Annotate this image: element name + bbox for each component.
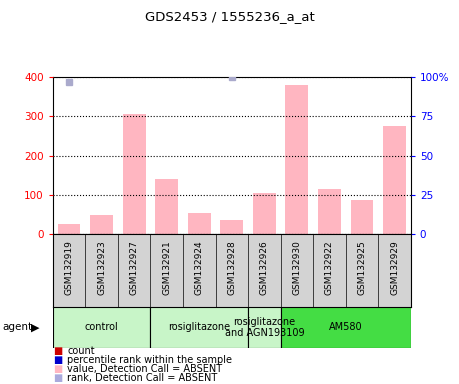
Text: percentile rank within the sample: percentile rank within the sample bbox=[67, 355, 232, 365]
Text: ■: ■ bbox=[53, 364, 62, 374]
Bar bbox=[188, 213, 211, 234]
Text: ▶: ▶ bbox=[31, 322, 40, 333]
Text: GSM132925: GSM132925 bbox=[358, 240, 366, 295]
Text: GSM132922: GSM132922 bbox=[325, 240, 334, 295]
Text: value, Detection Call = ABSENT: value, Detection Call = ABSENT bbox=[67, 364, 223, 374]
Bar bbox=[253, 193, 276, 234]
Text: rank, Detection Call = ABSENT: rank, Detection Call = ABSENT bbox=[67, 373, 218, 383]
Text: count: count bbox=[67, 346, 95, 356]
Text: GDS2453 / 1555236_a_at: GDS2453 / 1555236_a_at bbox=[145, 10, 314, 23]
Text: rosiglitazone: rosiglitazone bbox=[168, 322, 230, 333]
Bar bbox=[155, 179, 178, 234]
Text: GSM132929: GSM132929 bbox=[390, 240, 399, 295]
Text: AM580: AM580 bbox=[329, 322, 363, 333]
Bar bbox=[285, 84, 308, 234]
Text: GSM132921: GSM132921 bbox=[162, 240, 171, 295]
Bar bbox=[351, 200, 373, 234]
Bar bbox=[58, 224, 80, 234]
Text: agent: agent bbox=[2, 322, 33, 333]
Bar bbox=[220, 220, 243, 234]
Text: GSM132919: GSM132919 bbox=[65, 240, 73, 295]
Text: GSM132926: GSM132926 bbox=[260, 240, 269, 295]
Text: ■: ■ bbox=[53, 355, 62, 365]
Text: GSM132928: GSM132928 bbox=[227, 240, 236, 295]
Bar bbox=[123, 114, 146, 234]
Text: ■: ■ bbox=[53, 373, 62, 383]
Bar bbox=[53, 307, 151, 348]
Bar bbox=[151, 307, 248, 348]
Bar bbox=[248, 307, 280, 348]
Bar bbox=[318, 189, 341, 234]
Text: ■: ■ bbox=[53, 346, 62, 356]
Text: control: control bbox=[85, 322, 118, 333]
Bar bbox=[280, 307, 411, 348]
Bar bbox=[383, 126, 406, 234]
Text: rosiglitazone
and AGN193109: rosiglitazone and AGN193109 bbox=[224, 316, 304, 338]
Text: GSM132924: GSM132924 bbox=[195, 240, 204, 295]
Text: GSM132923: GSM132923 bbox=[97, 240, 106, 295]
Text: GSM132927: GSM132927 bbox=[129, 240, 139, 295]
Bar bbox=[90, 215, 113, 234]
Text: GSM132930: GSM132930 bbox=[292, 240, 302, 295]
